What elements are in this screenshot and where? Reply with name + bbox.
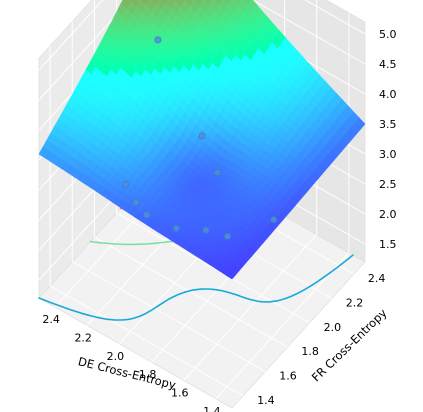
y-tick-label: 1.8 bbox=[301, 345, 319, 358]
scatter-point bbox=[224, 232, 232, 240]
y-tick-label: 2.4 bbox=[368, 272, 386, 285]
scatter-point bbox=[270, 216, 278, 224]
z-tick-label: 4.0 bbox=[379, 88, 397, 101]
x-tick-label: 2.4 bbox=[42, 313, 60, 326]
scatter-point bbox=[172, 225, 180, 233]
grid-line bbox=[304, 0, 366, 35]
scatter-point bbox=[122, 180, 130, 188]
y-axis-label: FR Cross-Entropy bbox=[309, 306, 390, 385]
grid-line bbox=[183, 234, 318, 381]
x-tick-label: 1.6 bbox=[171, 387, 189, 400]
scatter-point bbox=[143, 211, 151, 219]
scatter-point bbox=[214, 169, 222, 177]
grid-line bbox=[38, 0, 131, 101]
y-tick-label: 2.2 bbox=[346, 297, 364, 310]
surface-patch bbox=[225, 270, 237, 280]
y-tick-label: 2.0 bbox=[324, 321, 342, 334]
z-tick-label: 5.0 bbox=[379, 28, 397, 41]
z-tick-label: 3.0 bbox=[379, 148, 397, 161]
scatter-points bbox=[122, 36, 278, 240]
grid-line bbox=[94, 236, 288, 348]
x-tick-label: 2.2 bbox=[74, 332, 92, 345]
grid-line bbox=[38, 0, 104, 71]
z-tick-label: 3.5 bbox=[379, 118, 397, 131]
surface-mesh bbox=[38, 0, 366, 280]
x-tick-label: 1.8 bbox=[139, 368, 157, 381]
z-tick-label: 2.0 bbox=[379, 208, 397, 221]
grid-line bbox=[49, 285, 244, 397]
grid-line bbox=[116, 212, 310, 324]
grid-line bbox=[215, 252, 350, 400]
scatter-point bbox=[202, 226, 210, 234]
scatter-point bbox=[132, 199, 140, 207]
y-tick-label: 1.6 bbox=[279, 370, 297, 383]
grid-line bbox=[251, 0, 366, 65]
y-tick-label: 1.4 bbox=[257, 394, 275, 407]
z-tick-label: 1.5 bbox=[379, 238, 397, 251]
tick-labels: 1.4 1.6 1.8 2.0 2.2 2.4 1.4 1.6 1.8 2.0 2.2 2.4 1.5 2… bbox=[42, 28, 396, 412]
surface-patch bbox=[151, 0, 158, 5]
grid-line bbox=[72, 261, 266, 372]
z-tick-label: 2.5 bbox=[379, 178, 397, 191]
contour-line bbox=[38, 254, 354, 321]
x-tick-label: 2.0 bbox=[107, 350, 125, 363]
x-tick-label: 1.4 bbox=[203, 405, 221, 412]
scatter-point bbox=[198, 132, 206, 140]
scatter-point bbox=[154, 36, 162, 44]
z-tick-label: 4.5 bbox=[379, 58, 397, 71]
